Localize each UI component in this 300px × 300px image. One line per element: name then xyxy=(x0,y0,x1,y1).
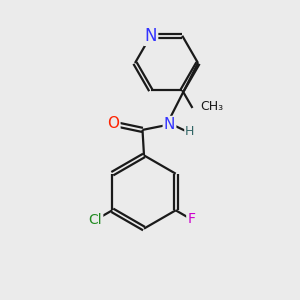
Text: N: N xyxy=(145,27,157,45)
Text: O: O xyxy=(107,116,119,131)
Text: CH₃: CH₃ xyxy=(200,100,223,113)
Text: H: H xyxy=(185,125,195,138)
Text: F: F xyxy=(187,212,195,226)
Text: Cl: Cl xyxy=(88,213,102,227)
Text: N: N xyxy=(164,117,175,132)
